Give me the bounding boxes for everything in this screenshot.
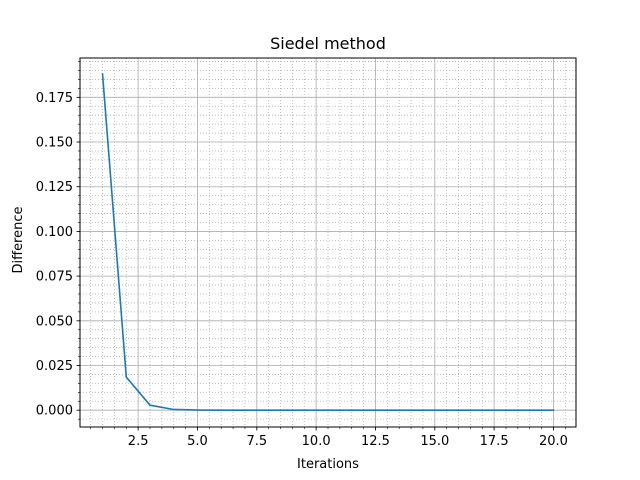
chart-title: Siedel method (270, 34, 386, 53)
y-tick-label: 0.150 (36, 136, 73, 151)
x-tick-label: 2.5 (128, 434, 149, 449)
y-tick-label: 0.050 (36, 314, 73, 329)
y-tick-label: 0.075 (36, 270, 73, 285)
x-tick-label: 7.5 (246, 434, 267, 449)
x-tick-label: 5.0 (187, 434, 208, 449)
x-tick-label: 10.0 (302, 434, 331, 449)
x-tick-label: 12.5 (361, 434, 390, 449)
x-tick-label: 15.0 (420, 434, 449, 449)
y-axis-label: Difference (11, 206, 26, 273)
x-tick-label: 20.0 (539, 434, 568, 449)
ticks-layer: 2.5 5.0 7.5 10.0 12.5 15.0 17.5 20.0 0.000 0.025 0… (36, 61, 568, 449)
series-layer (101, 73, 555, 411)
x-axis-label: Iterations (297, 457, 359, 472)
major-grid (80, 58, 576, 427)
series-line (101, 73, 555, 411)
x-tick-label: 17.5 (480, 434, 509, 449)
y-tick-label: 0.000 (36, 404, 73, 419)
y-tick-label: 0.025 (36, 359, 73, 374)
y-tick-label: 0.100 (36, 225, 73, 240)
y-tick-label: 0.175 (36, 91, 73, 106)
y-tick-label: 0.125 (36, 180, 73, 195)
